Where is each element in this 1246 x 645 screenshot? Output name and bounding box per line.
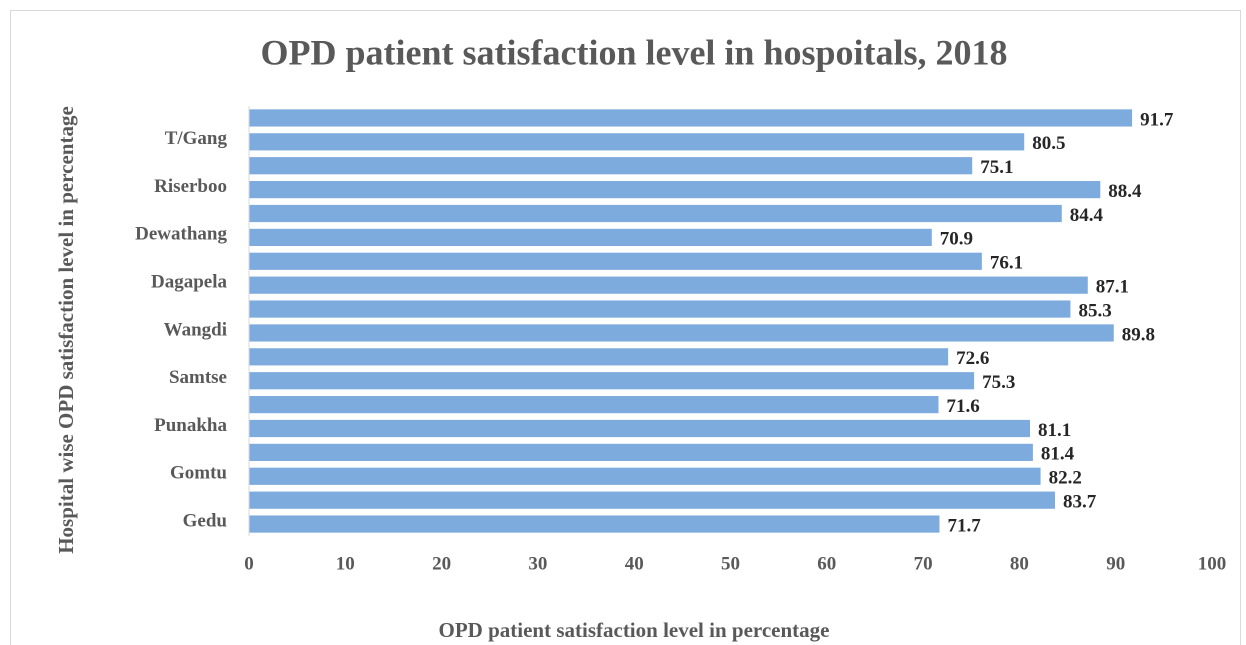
x-tick-label: 80	[1010, 553, 1029, 574]
data-label: 84.4	[1070, 205, 1104, 226]
bar	[249, 396, 939, 414]
y-tick-label: Gomtu	[170, 463, 227, 484]
y-tick-label: Samtse	[169, 367, 227, 388]
x-tick-label: 20	[432, 553, 451, 574]
bar	[249, 515, 940, 533]
data-label: 80.5	[1032, 133, 1065, 154]
bar	[249, 419, 1030, 438]
data-label: 75.1	[980, 157, 1013, 178]
bar	[249, 372, 975, 390]
x-tick-label: 0	[244, 553, 254, 574]
bar	[249, 276, 1088, 294]
bar	[249, 443, 1033, 461]
x-tick-label: 100	[1198, 553, 1227, 574]
y-tick-label: Dagapela	[151, 272, 228, 293]
bar	[249, 300, 1071, 318]
x-tick-label: 40	[625, 553, 644, 574]
y-tick-label: Riserboo	[154, 176, 227, 197]
y-tick-label: Punakha	[154, 415, 227, 436]
data-label: 72.6	[956, 348, 989, 369]
y-axis-title: Hospital wise OPD satisfaction level in …	[54, 106, 78, 554]
x-tick-label: 90	[1106, 553, 1125, 574]
bar	[249, 252, 982, 270]
data-label: 81.1	[1038, 420, 1071, 441]
bar	[249, 467, 1041, 485]
bar	[249, 324, 1114, 342]
data-label: 88.4	[1108, 181, 1142, 202]
data-label: 76.1	[990, 253, 1023, 274]
data-label: 71.7	[947, 515, 981, 536]
y-tick-label: Wangdi	[164, 319, 227, 340]
bar	[249, 491, 1056, 509]
x-tick-label: 60	[817, 553, 836, 574]
data-label: 85.3	[1078, 300, 1111, 321]
y-tick-label: T/Gang	[165, 128, 228, 149]
x-tick-label: 30	[528, 553, 547, 574]
bar	[249, 109, 1133, 127]
bar	[249, 228, 932, 246]
data-label: 91.7	[1140, 109, 1174, 130]
data-label: 89.8	[1122, 324, 1155, 345]
data-label: 75.3	[982, 372, 1015, 393]
data-label: 83.7	[1063, 492, 1097, 513]
data-label: 70.9	[940, 229, 973, 250]
data-label: 82.2	[1049, 468, 1082, 489]
x-axis-title: OPD patient satisfaction level in percen…	[439, 618, 830, 642]
data-label: 81.4	[1041, 444, 1075, 465]
bar	[249, 348, 949, 366]
bar	[249, 181, 1101, 199]
x-tick-label: 10	[336, 553, 355, 574]
x-tick-label: 50	[721, 553, 740, 574]
bar	[249, 204, 1062, 223]
chart-title: OPD patient satisfaction level in hospoi…	[260, 32, 1007, 72]
y-tick-label: Dewathang	[135, 224, 227, 245]
bar	[249, 133, 1025, 151]
data-label: 87.1	[1096, 277, 1129, 298]
data-label: 71.6	[947, 396, 980, 417]
bar	[249, 157, 973, 175]
y-tick-label: Gedu	[183, 510, 228, 531]
x-tick-label: 70	[914, 553, 933, 574]
